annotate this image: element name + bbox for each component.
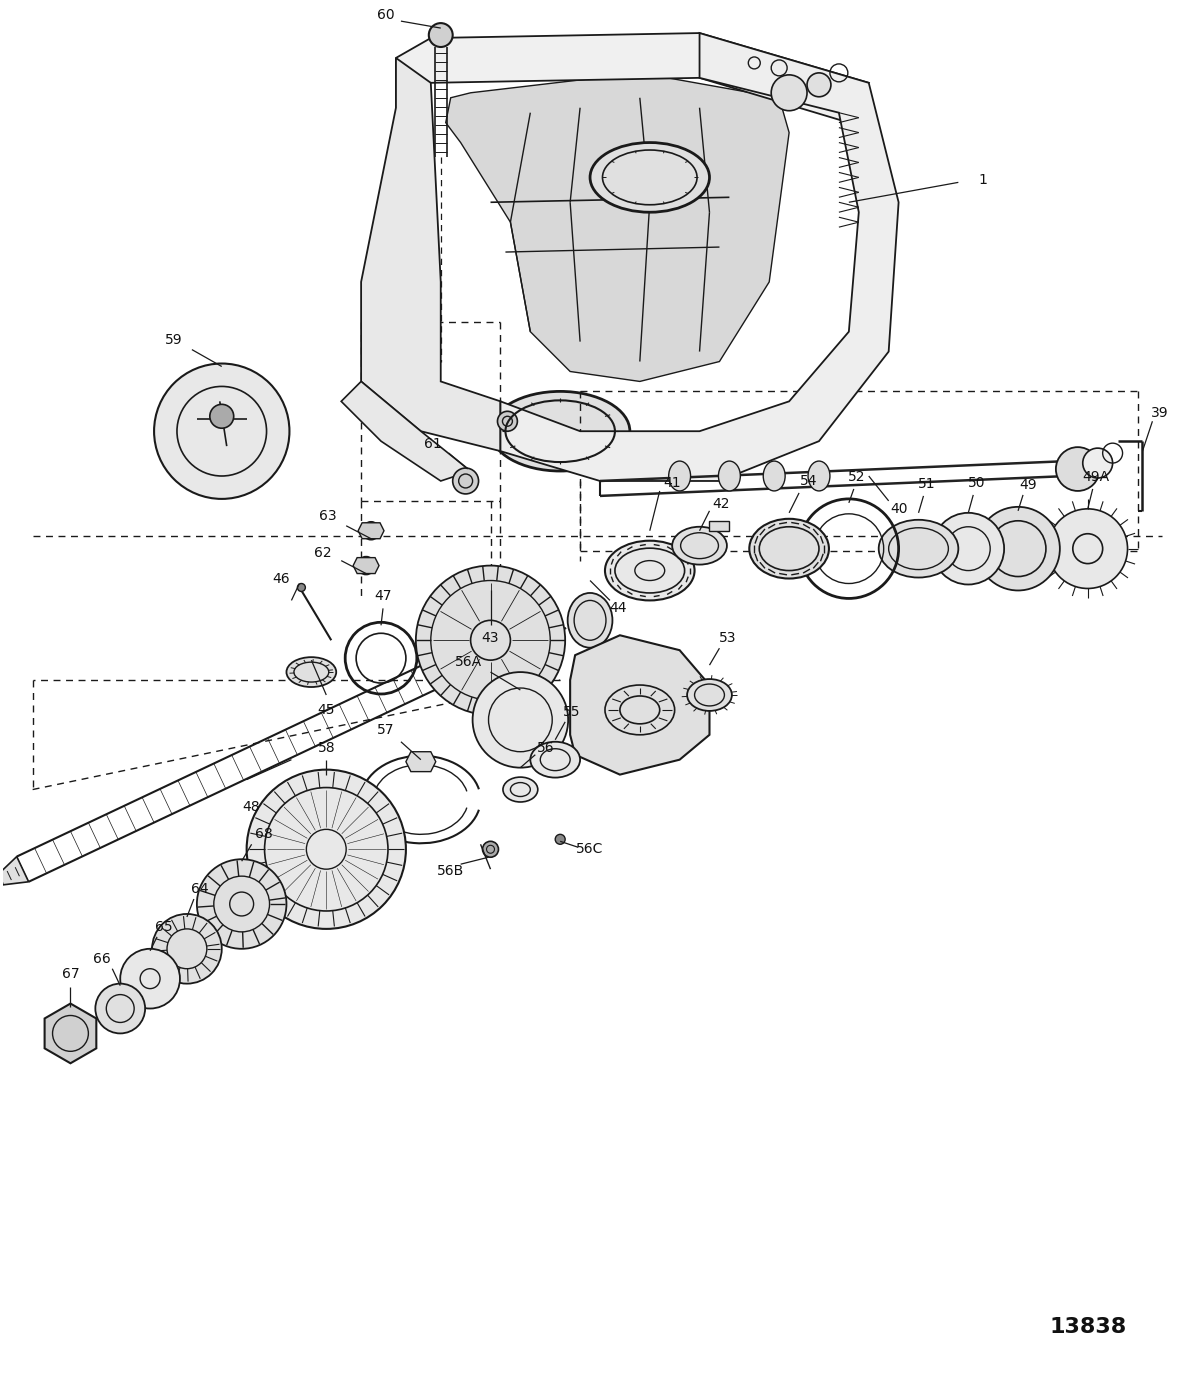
Ellipse shape <box>491 391 630 472</box>
Polygon shape <box>406 752 436 772</box>
Text: 53: 53 <box>719 631 736 646</box>
Text: 56C: 56C <box>576 842 604 856</box>
Text: 61: 61 <box>424 437 442 451</box>
Text: 59: 59 <box>166 333 182 347</box>
Circle shape <box>358 556 376 574</box>
Text: 1: 1 <box>979 173 988 187</box>
Circle shape <box>473 672 568 768</box>
Text: 42: 42 <box>713 496 730 510</box>
Text: 56B: 56B <box>437 864 464 878</box>
Circle shape <box>95 983 145 1033</box>
Ellipse shape <box>878 520 959 578</box>
Circle shape <box>498 411 517 431</box>
Text: 43: 43 <box>481 631 499 646</box>
Circle shape <box>452 467 479 494</box>
Circle shape <box>120 949 180 1008</box>
Text: 49A: 49A <box>1082 470 1109 484</box>
Text: 46: 46 <box>272 571 290 585</box>
Text: 51: 51 <box>918 477 935 491</box>
Circle shape <box>1056 447 1099 491</box>
Circle shape <box>152 914 222 983</box>
Circle shape <box>197 859 287 949</box>
Text: 68: 68 <box>254 827 272 841</box>
Circle shape <box>482 841 498 857</box>
Circle shape <box>298 584 305 592</box>
Text: 65: 65 <box>155 920 173 934</box>
Text: 48: 48 <box>242 801 260 815</box>
Ellipse shape <box>749 519 829 578</box>
Polygon shape <box>709 521 730 531</box>
Circle shape <box>977 506 1060 591</box>
Text: 49: 49 <box>1019 479 1037 492</box>
Text: 45: 45 <box>318 703 335 716</box>
Ellipse shape <box>287 657 336 687</box>
Polygon shape <box>500 33 899 481</box>
Text: 55: 55 <box>563 705 581 719</box>
Text: 66: 66 <box>94 952 112 965</box>
Circle shape <box>932 513 1004 585</box>
Ellipse shape <box>672 527 727 564</box>
Ellipse shape <box>503 777 538 802</box>
Circle shape <box>210 404 234 429</box>
Ellipse shape <box>605 541 695 600</box>
Ellipse shape <box>530 741 580 777</box>
Text: 44: 44 <box>610 602 626 615</box>
Text: 62: 62 <box>314 546 332 560</box>
Text: 54: 54 <box>800 474 817 488</box>
Polygon shape <box>361 58 500 451</box>
Circle shape <box>556 834 565 844</box>
Text: 67: 67 <box>61 967 79 981</box>
Text: 47: 47 <box>374 589 391 603</box>
Ellipse shape <box>688 679 732 711</box>
Text: 41: 41 <box>662 476 680 490</box>
Ellipse shape <box>668 461 690 491</box>
Polygon shape <box>341 382 470 481</box>
Circle shape <box>772 75 808 111</box>
Text: 60: 60 <box>377 8 395 22</box>
Ellipse shape <box>808 461 830 491</box>
Text: 56A: 56A <box>455 656 482 669</box>
Circle shape <box>808 73 830 97</box>
Text: 52: 52 <box>848 470 865 484</box>
Polygon shape <box>0 856 29 892</box>
Circle shape <box>247 769 406 929</box>
Text: 58: 58 <box>318 741 335 755</box>
Circle shape <box>428 24 452 47</box>
Circle shape <box>1082 448 1112 479</box>
Text: 56: 56 <box>536 741 554 755</box>
Ellipse shape <box>763 461 785 491</box>
Polygon shape <box>358 523 384 539</box>
Polygon shape <box>396 33 869 123</box>
Ellipse shape <box>590 142 709 212</box>
Polygon shape <box>353 557 379 574</box>
Polygon shape <box>445 73 790 382</box>
Ellipse shape <box>568 593 612 647</box>
Text: 39: 39 <box>1151 407 1169 420</box>
Circle shape <box>154 364 289 499</box>
Polygon shape <box>570 635 709 774</box>
Circle shape <box>362 521 380 539</box>
Circle shape <box>416 566 565 715</box>
Text: 63: 63 <box>319 509 337 523</box>
Text: 57: 57 <box>377 723 395 737</box>
Text: 40: 40 <box>890 502 907 516</box>
Text: 50: 50 <box>967 476 985 490</box>
Circle shape <box>1048 509 1128 589</box>
Text: 64: 64 <box>191 882 209 896</box>
Polygon shape <box>44 1004 96 1064</box>
Text: 13838: 13838 <box>1049 1317 1127 1337</box>
Ellipse shape <box>719 461 740 491</box>
